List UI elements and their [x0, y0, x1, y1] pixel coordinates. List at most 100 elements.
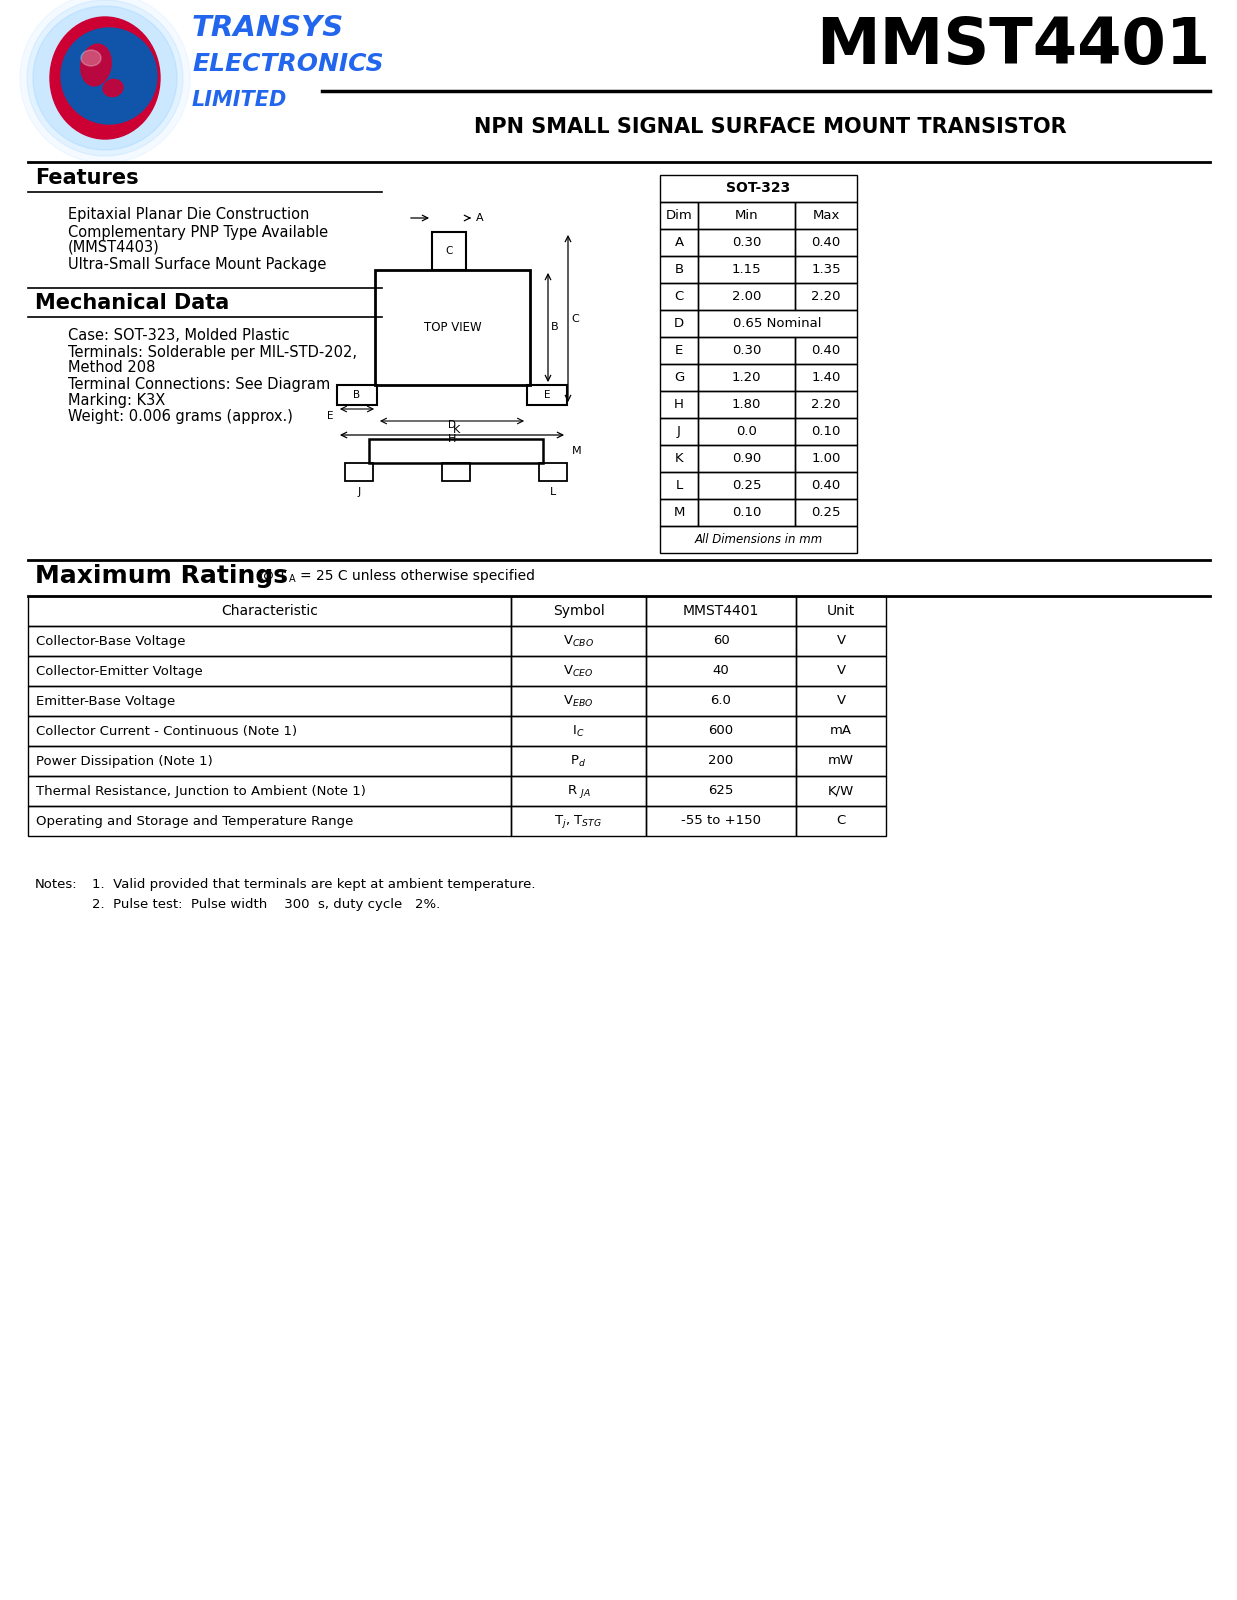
Circle shape [33, 6, 177, 150]
Bar [661, 229, 698, 256]
Text: 6.0: 6.0 [710, 694, 731, 707]
Text: A: A [674, 235, 684, 250]
Ellipse shape [80, 45, 111, 86]
Text: H: H [674, 398, 684, 411]
Bar [28, 595, 511, 626]
Text: Min: Min [735, 210, 758, 222]
Bar [698, 499, 795, 526]
Bar [661, 338, 698, 365]
Text: Ultra-Small Surface Mount Package: Ultra-Small Surface Mount Package [68, 256, 327, 272]
Text: 1.15: 1.15 [732, 262, 761, 275]
Text: V$_{EBO}$: V$_{EBO}$ [563, 693, 594, 709]
Bar [646, 746, 795, 776]
Text: Emitter-Base Voltage: Emitter-Base Voltage [36, 694, 176, 707]
Text: Power Dissipation (Note 1): Power Dissipation (Note 1) [36, 755, 213, 768]
Text: M: M [673, 506, 685, 518]
Bar [795, 445, 857, 472]
Bar [661, 174, 857, 202]
Bar [661, 526, 857, 554]
Bar [698, 445, 795, 472]
Text: B: B [550, 323, 559, 333]
Text: Characteristic: Characteristic [221, 603, 318, 618]
Bar [698, 202, 795, 229]
Text: Weight: 0.006 grams (approx.): Weight: 0.006 grams (approx.) [68, 408, 293, 424]
Bar [345, 462, 374, 482]
Text: Operating and Storage and Temperature Range: Operating and Storage and Temperature Ra… [36, 814, 354, 827]
Text: mA: mA [830, 725, 852, 738]
Bar [646, 686, 795, 717]
Bar [698, 390, 795, 418]
Bar [795, 595, 886, 626]
Text: M: M [571, 446, 581, 456]
Ellipse shape [49, 18, 160, 139]
Text: Collector-Emitter Voltage: Collector-Emitter Voltage [36, 664, 203, 677]
Text: NPN SMALL SIGNAL SURFACE MOUNT TRANSISTOR: NPN SMALL SIGNAL SURFACE MOUNT TRANSISTO… [474, 117, 1066, 138]
Bar [511, 656, 646, 686]
Bar [511, 686, 646, 717]
Bar [795, 746, 886, 776]
Bar [795, 717, 886, 746]
Text: TOP VIEW: TOP VIEW [424, 322, 481, 334]
Text: V: V [836, 635, 846, 648]
Text: L: L [675, 478, 683, 493]
Text: C: C [674, 290, 684, 302]
Text: 200: 200 [709, 755, 734, 768]
Text: L: L [550, 486, 557, 498]
Bar [28, 806, 511, 835]
Text: 600: 600 [709, 725, 734, 738]
Text: 0.40: 0.40 [811, 235, 841, 250]
Bar [511, 717, 646, 746]
Text: V$_{CEO}$: V$_{CEO}$ [563, 664, 594, 678]
Text: H: H [448, 434, 456, 443]
Bar [795, 776, 886, 806]
Text: 2.20: 2.20 [811, 290, 841, 302]
Text: K: K [453, 426, 460, 435]
Ellipse shape [103, 80, 122, 96]
Text: I$_{C}$: I$_{C}$ [573, 723, 585, 739]
Text: J: J [677, 426, 680, 438]
Bar [646, 656, 795, 686]
Text: Mechanical Data: Mechanical Data [35, 293, 229, 314]
Bar [369, 438, 543, 462]
Text: V: V [836, 664, 846, 677]
Text: mW: mW [828, 755, 854, 768]
Text: Collector Current - Continuous (Note 1): Collector Current - Continuous (Note 1) [36, 725, 297, 738]
Bar [795, 256, 857, 283]
Bar [698, 418, 795, 445]
Text: 1.00: 1.00 [811, 451, 841, 466]
Text: Symbol: Symbol [553, 603, 605, 618]
Bar [795, 390, 857, 418]
Bar [795, 656, 886, 686]
Text: Terminal Connections: See Diagram: Terminal Connections: See Diagram [68, 376, 330, 392]
Bar [28, 686, 511, 717]
Text: 0.90: 0.90 [732, 451, 761, 466]
Bar [646, 626, 795, 656]
Text: 2.  Pulse test:  Pulse width    300  s, duty cycle   2%.: 2. Pulse test: Pulse width 300 s, duty c… [92, 898, 440, 910]
Bar [661, 310, 698, 338]
Bar [511, 626, 646, 656]
Text: Epitaxial Planar Die Construction: Epitaxial Planar Die Construction [68, 206, 309, 221]
Bar [661, 418, 698, 445]
Text: ELECTRONICS: ELECTRONICS [192, 51, 383, 75]
Text: All Dimensions in mm: All Dimensions in mm [694, 533, 823, 546]
Text: 0.40: 0.40 [811, 478, 841, 493]
Text: Case: SOT-323, Molded Plastic: Case: SOT-323, Molded Plastic [68, 328, 289, 342]
Bar [795, 229, 857, 256]
Bar [795, 283, 857, 310]
Bar [511, 806, 646, 835]
Text: MMST4401: MMST4401 [683, 603, 760, 618]
Text: 40: 40 [713, 664, 730, 677]
Text: Thermal Resistance, Junction to Ambient (Note 1): Thermal Resistance, Junction to Ambient … [36, 784, 366, 797]
Bar [442, 462, 470, 482]
Ellipse shape [80, 50, 101, 66]
Text: 1.80: 1.80 [732, 398, 761, 411]
Bar [646, 595, 795, 626]
Text: C: C [571, 314, 579, 323]
Text: LIMITED: LIMITED [192, 90, 287, 110]
Bar [646, 776, 795, 806]
Bar [698, 472, 795, 499]
Text: Dim: Dim [666, 210, 693, 222]
Bar [698, 256, 795, 283]
Text: 0.25: 0.25 [732, 478, 761, 493]
Bar [661, 499, 698, 526]
